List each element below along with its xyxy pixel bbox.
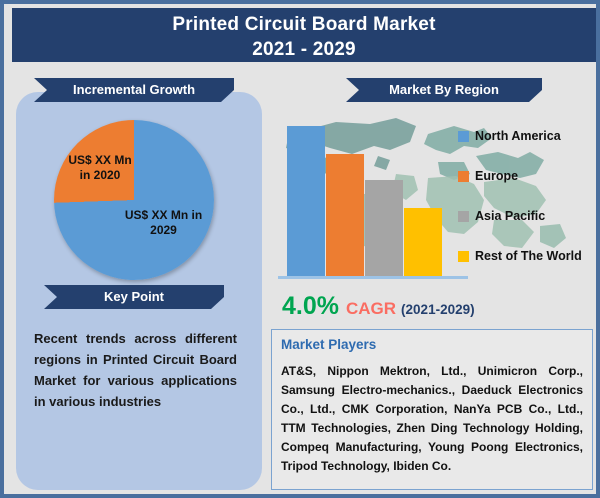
market-players-box: Market Players AT&S, Nippon Mektron, Ltd…	[271, 329, 593, 490]
page-title: Printed Circuit Board Market 2021 - 2029	[12, 8, 596, 62]
legend-item-rest-of-the-world: Rest of The World	[458, 236, 596, 276]
legend-swatch-north-america	[458, 130, 469, 142]
banner-key-point-label: Key Point	[104, 289, 164, 304]
legend-label-europe: Europe	[475, 169, 519, 183]
bar-europe	[326, 154, 364, 276]
bar-rest-of-the-world	[404, 208, 442, 276]
pie-label-2020-line-2: in 2020	[79, 168, 121, 182]
region-legend: North America Europe Asia Pacific Rest o…	[458, 116, 596, 276]
market-by-region-chart: North America Europe Asia Pacific Rest o…	[270, 108, 596, 280]
cagr-summary: 4.0% CAGR (2021-2029)	[282, 292, 475, 322]
page-title-line-1: Printed Circuit Board Market	[172, 14, 436, 35]
legend-swatch-asia-pacific	[458, 210, 469, 222]
chart-axis-line	[278, 276, 468, 279]
banner-key-point: Key Point	[44, 285, 224, 309]
pie-label-2029: US$ XX Mn in 2029	[116, 208, 211, 238]
banner-incremental-growth-label: Incremental Growth	[72, 82, 196, 97]
banner-incremental-growth: Incremental Growth	[34, 78, 234, 102]
key-point-body-text: Recent trends across different regions i…	[34, 331, 237, 409]
legend-label-north-america: North America	[475, 129, 561, 143]
cagr-value: 4.0%	[282, 292, 339, 320]
legend-item-north-america: North America	[458, 116, 596, 156]
legend-label-asia-pacific: Asia Pacific	[475, 209, 546, 223]
bar-asia-pacific	[365, 180, 403, 276]
banner-market-by-region-label: Market By Region	[389, 82, 499, 97]
page-title-line-2: 2021 - 2029	[252, 39, 356, 60]
incremental-growth-pie-chart: US$ XX Mn in 2020 US$ XX Mn in 2029	[54, 120, 214, 280]
market-players-list: AT&S, Nippon Mektron, Ltd., Unimicron Co…	[281, 364, 583, 473]
pie-label-2020: US$ XX Mn in 2020	[56, 153, 144, 183]
bar-group	[287, 116, 447, 276]
legend-swatch-rest-of-the-world	[458, 250, 469, 262]
legend-label-rest-of-the-world: Rest of The World	[475, 249, 582, 263]
bar-north-america	[287, 126, 325, 276]
pie-label-2029-line-1: US$ XX Mn in	[124, 208, 203, 222]
legend-item-europe: Europe	[458, 156, 596, 196]
legend-swatch-europe	[458, 170, 469, 182]
pie-label-2020-line-1: US$ XX Mn	[68, 153, 132, 167]
cagr-label: CAGR	[345, 299, 397, 318]
pie-label-2029-line-2: 2029	[150, 223, 177, 237]
legend-item-asia-pacific: Asia Pacific	[458, 196, 596, 236]
pie-slices	[54, 120, 214, 280]
market-players-title: Market Players	[281, 337, 377, 352]
cagr-period: (2021-2029)	[401, 302, 475, 317]
banner-market-by-region: Market By Region	[346, 78, 542, 102]
